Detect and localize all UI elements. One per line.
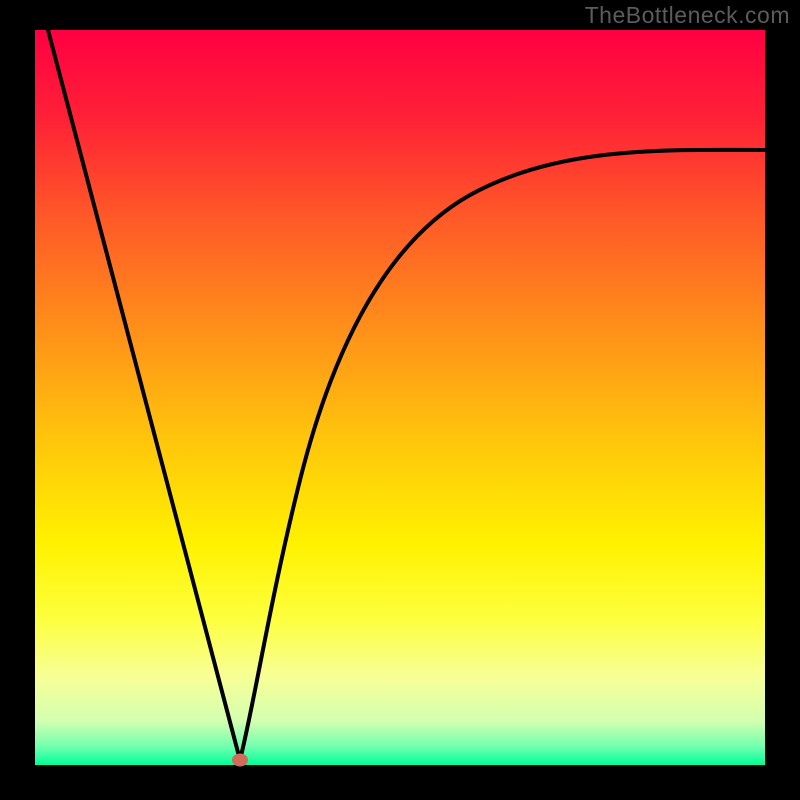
bottleneck-curve bbox=[48, 30, 765, 760]
minimum-marker bbox=[232, 754, 248, 767]
chart-stage: TheBottleneck.com bbox=[0, 0, 800, 800]
watermark-text: TheBottleneck.com bbox=[585, 2, 790, 29]
curve-layer bbox=[0, 0, 800, 800]
